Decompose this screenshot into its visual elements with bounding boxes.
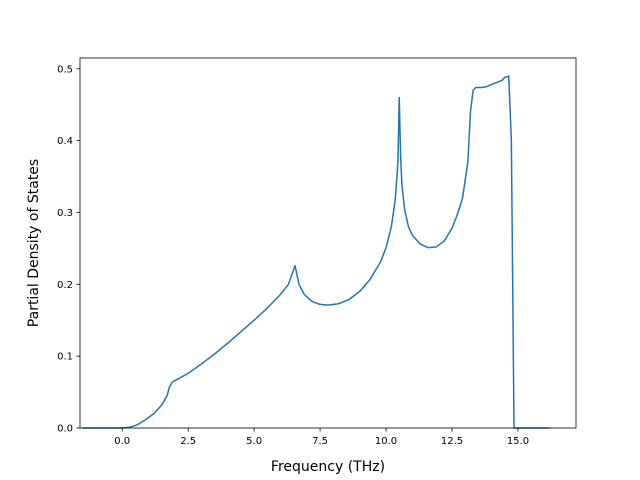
x-axis-label: Frequency (THz) [271,459,385,475]
x-tick-label: 0.0 [114,436,130,447]
y-axis-label: Partial Density of States [26,159,42,327]
axes-frame [79,57,577,429]
y-tick-label: 0.4 [57,136,73,147]
plot-area-background [80,58,576,428]
y-tick-label: 0.2 [57,280,73,291]
y-tick-label: 0.3 [57,208,73,219]
x-tick-label: 7.5 [312,436,328,447]
axes-spines [79,57,577,429]
x-tick-label: 2.5 [180,436,196,447]
x-tick-label: 5.0 [246,436,262,447]
y-axis-ticks: 0.0 0.1 0.2 0.3 0.4 0.5 [57,64,80,435]
y-tick-label: 0.1 [57,352,73,363]
x-axis-ticks: 0.0 2.5 5.0 7.5 10.0 12.5 15.0 [114,428,529,447]
series-line-0 [82,75,550,429]
y-tick-label: 0.5 [57,64,73,75]
x-tick-label: 10.0 [375,436,397,447]
x-tick-label: 12.5 [441,436,463,447]
series-layer [82,75,550,429]
y-tick-label: 0.0 [57,424,73,435]
x-tick-label: 15.0 [507,436,529,447]
